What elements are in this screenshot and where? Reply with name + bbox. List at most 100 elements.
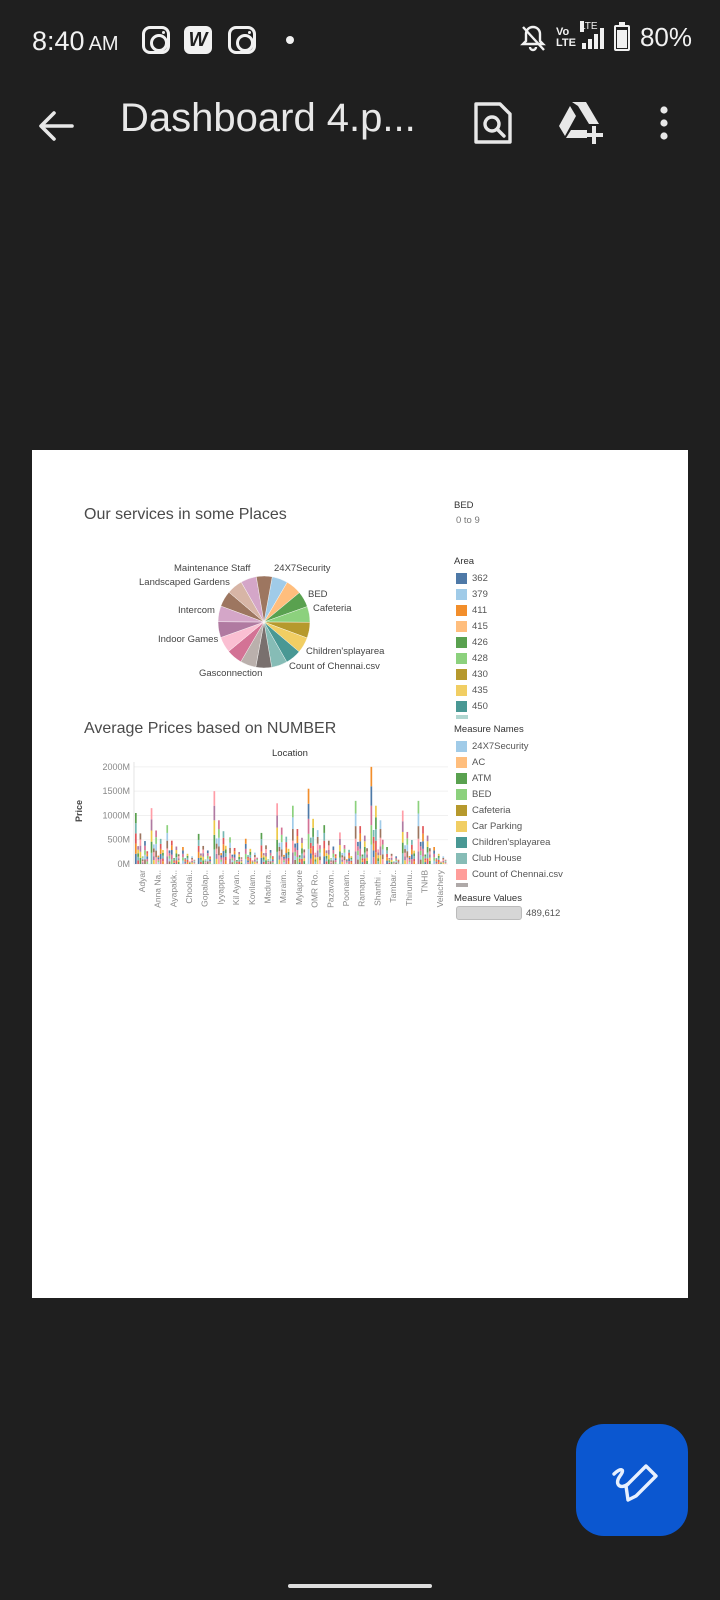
measure-names-title: Measure Names <box>454 724 524 735</box>
bar-segment <box>433 847 435 851</box>
bar-segment <box>345 863 348 864</box>
bar-segment <box>244 858 247 864</box>
bar-segment <box>316 850 319 858</box>
bar-segment <box>413 861 415 864</box>
bar-segment <box>213 834 216 850</box>
bar-segment <box>209 862 211 864</box>
bar-segment <box>141 857 144 860</box>
bar-segment <box>209 856 211 858</box>
bar-segment <box>334 858 337 861</box>
bar-segment <box>218 837 220 847</box>
bar-segment <box>204 863 207 864</box>
bell-off-icon <box>520 25 546 51</box>
bar-segment <box>202 860 205 864</box>
bar-segment <box>197 845 200 852</box>
bar-segment <box>363 846 366 853</box>
x-tick-label: Pazavan.. <box>325 870 335 908</box>
y-tick-label: 0M <box>117 859 130 869</box>
bar-segment <box>309 842 312 849</box>
bar-segment <box>233 857 236 861</box>
bar-chart: Price 2000M 1500M 1000M 500M 0M Adyar Anna Na..… <box>74 762 448 908</box>
bar-segment <box>406 844 409 852</box>
bar-segment <box>186 859 189 862</box>
bar-segment <box>397 860 400 862</box>
bar-segment <box>408 859 411 861</box>
bar-segment <box>229 847 231 854</box>
bar-segment <box>319 845 321 849</box>
measure-names-legend-swatch <box>456 868 467 880</box>
bar-segment <box>262 855 265 858</box>
bar-segment <box>437 857 440 860</box>
bar-segment <box>166 856 169 864</box>
area-legend-swatch <box>456 652 467 664</box>
bar-segment <box>206 850 209 854</box>
bar-segment <box>254 859 256 862</box>
bar-segment <box>159 858 162 864</box>
bar-segment <box>188 861 191 862</box>
add-to-drive-icon[interactable] <box>556 98 604 148</box>
bar-segment <box>323 856 326 864</box>
bar-segment <box>206 858 209 862</box>
bar-segment <box>276 839 278 852</box>
more-vert-icon[interactable] <box>640 98 688 148</box>
bar-segment <box>260 857 263 864</box>
bar-segment <box>330 862 332 864</box>
bar-segment <box>150 808 153 820</box>
bar-segment <box>424 856 427 859</box>
home-indicator[interactable] <box>288 1584 432 1588</box>
bar-segment <box>209 860 211 863</box>
bar-segment <box>218 829 220 838</box>
bar-segment <box>417 851 420 864</box>
bar-segment <box>440 861 442 862</box>
pie-label-security: 24X7Security <box>274 563 331 574</box>
bar-segment <box>144 850 146 855</box>
bar-segment <box>327 859 330 864</box>
bar-segment <box>397 863 400 864</box>
bar-segment <box>437 859 440 862</box>
bar-segment <box>424 858 427 861</box>
bar-segment <box>343 848 346 853</box>
bar-segment <box>170 845 173 851</box>
pie-label-landscaped: Landscaped Gardens <box>139 577 230 588</box>
bar-segment <box>316 830 319 837</box>
edit-pen-fab[interactable] <box>576 1424 688 1536</box>
bar-segment <box>150 841 153 853</box>
bar-segment <box>413 853 415 856</box>
bar-segment <box>348 849 350 853</box>
bar-segment <box>173 861 175 863</box>
bar-segment <box>406 838 409 845</box>
bar-segment <box>354 826 357 839</box>
bar-segment <box>177 854 180 857</box>
bar-segment <box>166 840 169 849</box>
bar-segment <box>359 826 362 834</box>
bar-segment <box>361 854 364 857</box>
area-legend-overflow <box>456 715 468 719</box>
bar-segment <box>188 862 191 864</box>
area-legend-swatch <box>456 572 467 584</box>
bar-segment <box>375 805 377 818</box>
bar-segment <box>379 846 382 856</box>
bar-segment <box>272 859 274 861</box>
bar-segment <box>292 840 294 853</box>
area-legend-swatch <box>456 700 467 712</box>
bar-segment <box>334 854 337 857</box>
bar-segment <box>251 863 254 864</box>
bar-segment <box>280 834 283 843</box>
back-arrow-icon[interactable] <box>32 102 80 150</box>
bar-segment <box>323 848 326 857</box>
bar-segment <box>236 863 238 864</box>
bar-segment <box>401 853 404 864</box>
bar-segment <box>244 853 247 859</box>
bar-segment <box>141 862 144 864</box>
bar-segment <box>411 844 413 850</box>
bar-segment <box>307 818 310 834</box>
bar-segment <box>162 850 164 853</box>
bar-segment <box>244 848 247 854</box>
bar-segment <box>440 862 442 864</box>
bar-segment <box>144 854 146 860</box>
bar-segment <box>393 862 395 863</box>
find-in-document-icon[interactable] <box>470 98 518 148</box>
bar-segment <box>296 836 299 844</box>
bar-segment <box>363 858 366 864</box>
bar-segment <box>260 845 263 852</box>
